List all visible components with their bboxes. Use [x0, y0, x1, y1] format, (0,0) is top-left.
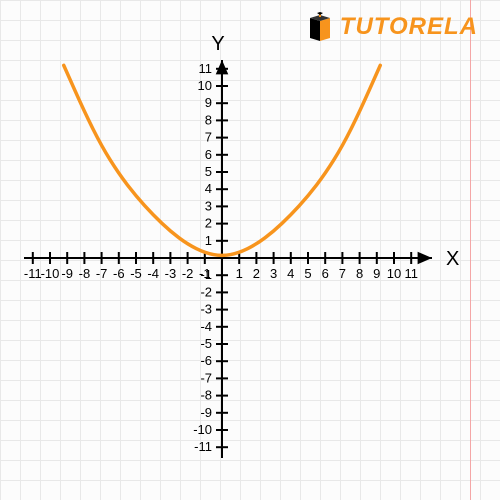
svg-text:8: 8 — [356, 266, 363, 281]
svg-text:-9: -9 — [61, 266, 73, 281]
svg-text:2: 2 — [205, 216, 212, 231]
svg-text:9: 9 — [373, 266, 380, 281]
svg-text:11: 11 — [199, 61, 213, 76]
svg-text:7: 7 — [339, 266, 346, 281]
svg-text:-11: -11 — [24, 266, 42, 281]
svg-text:-2: -2 — [182, 266, 194, 281]
svg-text:-9: -9 — [200, 405, 212, 420]
svg-text:-1: -1 — [200, 267, 212, 282]
svg-text:-3: -3 — [200, 302, 212, 317]
svg-text:Y: Y — [211, 33, 224, 55]
svg-text:-4: -4 — [147, 266, 159, 281]
svg-text:5: 5 — [205, 164, 212, 179]
svg-text:-2: -2 — [200, 284, 212, 299]
svg-text:6: 6 — [205, 147, 212, 162]
svg-text:11: 11 — [404, 266, 418, 281]
svg-text:-7: -7 — [200, 370, 212, 385]
svg-text:-6: -6 — [200, 353, 212, 368]
svg-text:4: 4 — [287, 266, 294, 281]
svg-text:-4: -4 — [200, 319, 212, 334]
svg-text:-8: -8 — [79, 266, 91, 281]
svg-text:X: X — [446, 248, 459, 270]
parabola-chart: -11-10-9-8-7-6-5-4-3-2-11234567891011-11… — [0, 0, 500, 500]
svg-text:-11: -11 — [194, 439, 212, 454]
svg-text:-5: -5 — [200, 336, 212, 351]
svg-text:9: 9 — [205, 95, 212, 110]
svg-text:-10: -10 — [193, 422, 212, 437]
svg-text:7: 7 — [205, 130, 212, 145]
svg-text:3: 3 — [205, 198, 212, 213]
svg-text:1: 1 — [205, 233, 212, 248]
svg-text:10: 10 — [387, 266, 401, 281]
svg-text:2: 2 — [253, 266, 260, 281]
svg-text:6: 6 — [322, 266, 329, 281]
svg-text:-7: -7 — [96, 266, 108, 281]
svg-text:4: 4 — [205, 181, 212, 196]
svg-text:-5: -5 — [130, 266, 142, 281]
svg-text:8: 8 — [205, 112, 212, 127]
svg-text:-10: -10 — [41, 266, 60, 281]
svg-text:-3: -3 — [165, 266, 177, 281]
svg-text:1: 1 — [236, 266, 243, 281]
svg-text:-8: -8 — [200, 388, 212, 403]
svg-text:-6: -6 — [113, 266, 125, 281]
svg-text:5: 5 — [304, 266, 311, 281]
svg-text:10: 10 — [198, 78, 212, 93]
svg-text:3: 3 — [270, 266, 277, 281]
